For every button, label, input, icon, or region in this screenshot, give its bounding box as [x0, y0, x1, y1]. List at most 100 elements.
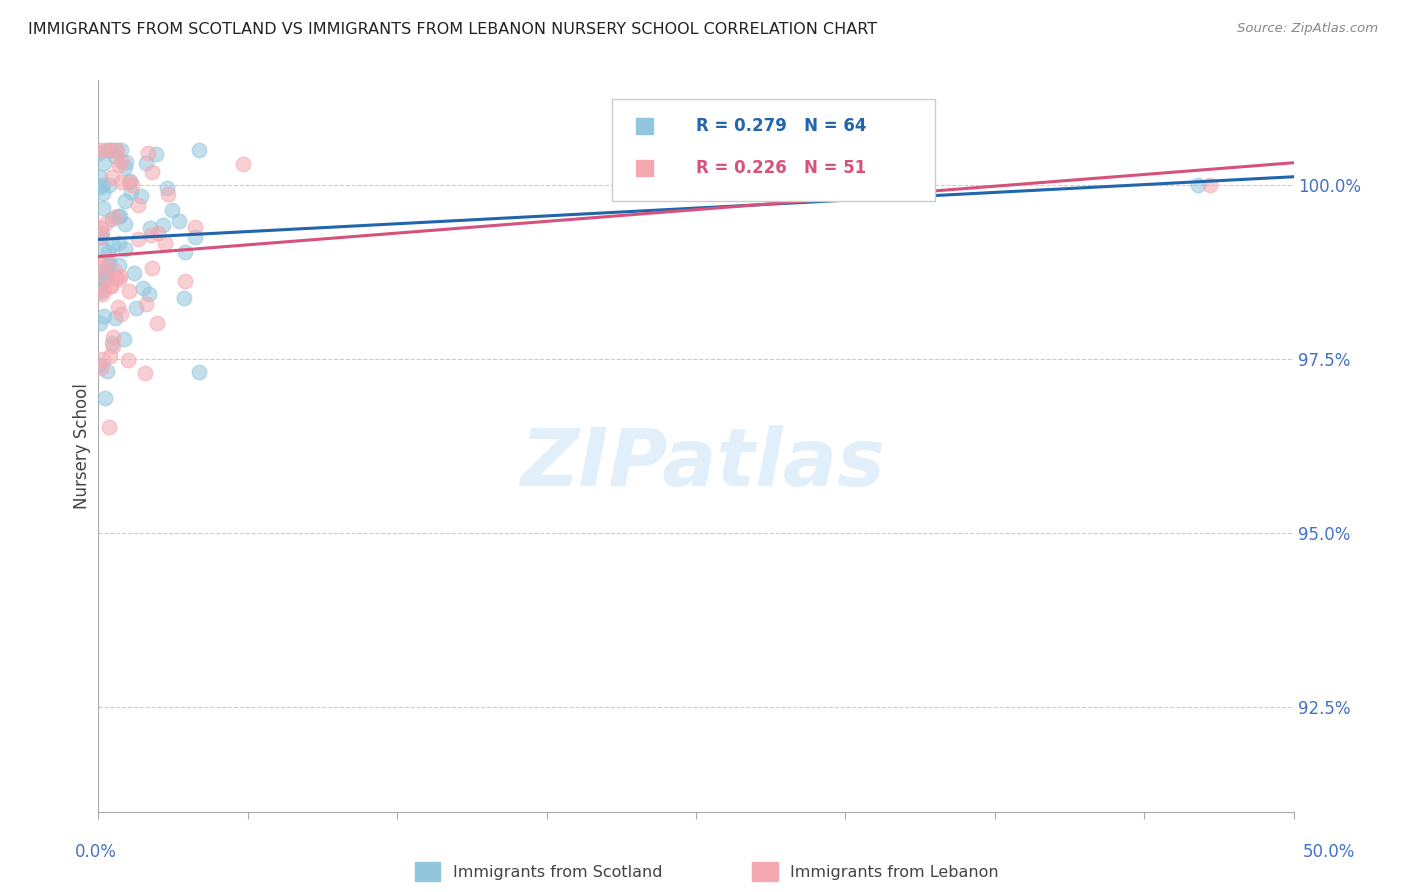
Point [97, 420, 120, 434]
Point [87, 358, 110, 372]
Point [90, 361, 112, 376]
Point [117, 352, 139, 367]
Point [101, 238, 124, 252]
Point [127, 198, 149, 212]
Point [108, 158, 131, 172]
Text: Source: ZipAtlas.com: Source: ZipAtlas.com [1237, 22, 1378, 36]
Point [104, 271, 127, 285]
Point [104, 143, 127, 157]
Point [94, 272, 117, 286]
Point [121, 178, 143, 192]
Text: ZIPatlas: ZIPatlas [520, 425, 886, 503]
Point [93, 283, 115, 297]
Point [135, 297, 157, 311]
Point [108, 209, 131, 223]
FancyBboxPatch shape [613, 99, 935, 201]
Point [90, 221, 112, 235]
Point [97, 255, 120, 269]
Point [114, 242, 136, 256]
Point [131, 281, 153, 295]
Point [160, 202, 183, 217]
Point [101, 169, 124, 184]
Point [101, 336, 124, 351]
Point [90, 286, 112, 301]
Point [91, 201, 114, 215]
Bar [637, 119, 652, 135]
Point [184, 230, 207, 244]
Point [129, 188, 152, 202]
Point [98, 143, 121, 157]
Point [110, 153, 132, 168]
Point [141, 260, 163, 275]
Point [187, 143, 209, 157]
Point [93, 143, 115, 157]
Point [146, 226, 169, 240]
Point [117, 175, 139, 189]
Bar [637, 160, 652, 176]
Point [138, 145, 160, 160]
Point [89, 169, 111, 184]
Point [100, 143, 122, 157]
Point [141, 165, 163, 179]
Point [96, 263, 118, 277]
Point [152, 219, 174, 233]
Point [90, 277, 112, 291]
Point [156, 187, 179, 202]
Text: 0.0%: 0.0% [75, 843, 117, 861]
Point [114, 194, 136, 208]
Point [105, 143, 128, 157]
Point [100, 278, 122, 293]
Text: R = 0.279   N = 64: R = 0.279 N = 64 [696, 118, 866, 136]
Point [110, 143, 132, 157]
Point [127, 232, 149, 246]
Point [97, 245, 120, 260]
Point [138, 287, 160, 301]
Point [135, 156, 157, 170]
Point [97, 143, 120, 157]
Point [93, 269, 115, 284]
Point [93, 309, 115, 323]
Point [91, 186, 114, 200]
Point [94, 272, 117, 286]
Point [145, 147, 167, 161]
Point [100, 212, 122, 227]
Point [139, 227, 162, 242]
Point [110, 175, 132, 189]
Point [93, 264, 115, 278]
Point [89, 258, 111, 272]
Point [232, 157, 254, 171]
Point [108, 258, 131, 272]
Point [98, 258, 121, 272]
Point [167, 214, 190, 228]
Text: 50.0%: 50.0% [1302, 843, 1355, 861]
Point [93, 392, 115, 406]
Point [108, 269, 131, 284]
Point [91, 351, 114, 366]
Point [89, 285, 111, 300]
Point [118, 174, 141, 188]
Point [93, 242, 115, 256]
Point [173, 291, 195, 305]
Point [187, 365, 209, 379]
Point [110, 307, 132, 321]
Point [89, 145, 111, 160]
Point [89, 316, 111, 330]
Point [108, 272, 131, 286]
Point [125, 301, 148, 316]
Text: IMMIGRANTS FROM SCOTLAND VS IMMIGRANTS FROM LEBANON NURSERY SCHOOL CORRELATION C: IMMIGRANTS FROM SCOTLAND VS IMMIGRANTS F… [28, 22, 877, 37]
Point [108, 235, 131, 250]
Point [1199, 178, 1222, 192]
Point [91, 178, 114, 193]
Point [90, 229, 112, 244]
Point [94, 254, 117, 268]
Point [153, 235, 176, 250]
Point [114, 154, 136, 169]
Point [173, 274, 195, 288]
Point [173, 245, 195, 260]
Y-axis label: Nursery School: Nursery School [73, 383, 91, 509]
Point [104, 311, 127, 326]
Point [118, 285, 141, 299]
Point [104, 149, 127, 163]
Point [90, 230, 112, 244]
Point [146, 316, 169, 330]
